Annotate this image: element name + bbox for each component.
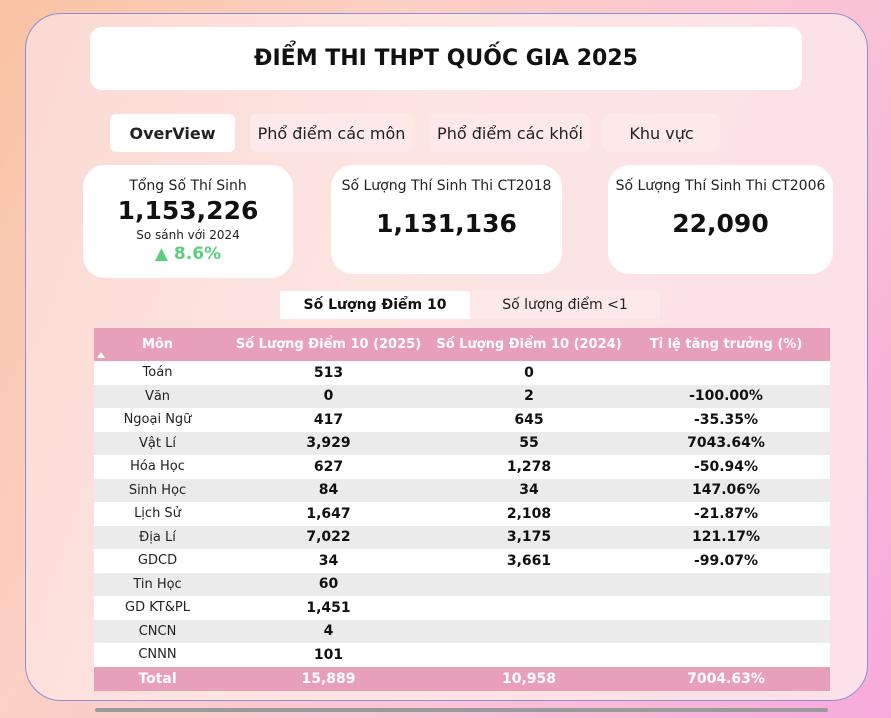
cell-2025: 513 xyxy=(221,361,436,385)
column-header-2025[interactable]: Số Lượng Điểm 10 (2025) xyxy=(221,328,436,361)
column-header-mon[interactable]: Môn xyxy=(94,328,221,361)
horizontal-scrollbar[interactable] xyxy=(95,708,828,712)
table-row: GD KT&PL 1,451 xyxy=(94,596,830,620)
cell-growth: 147.06% xyxy=(622,478,830,502)
cell-2024: 2 xyxy=(436,384,622,408)
page-title: ĐIỂM THI THPT QUỐC GIA 2025 xyxy=(90,27,802,90)
total-2024: 10,958 xyxy=(436,666,622,691)
card-ct2006-value: 22,090 xyxy=(672,209,769,238)
cell-2024: 3,661 xyxy=(436,549,622,573)
column-header-2024[interactable]: Số Lượng Điểm 10 (2024) xyxy=(436,328,622,361)
table-total-row: Total 15,889 10,958 7004.63% xyxy=(94,666,830,691)
score-table: Môn Số Lượng Điểm 10 (2025) Số Lượng Điể… xyxy=(94,328,830,691)
cell-growth: 121.17% xyxy=(622,525,830,549)
card-total-trend: ▲ 8.6% xyxy=(83,244,293,264)
cell-subject: Vật Lí xyxy=(94,431,221,455)
tab-khu-vuc[interactable]: Khu vực xyxy=(603,114,720,152)
cell-2025: 7,022 xyxy=(221,525,436,549)
card-ct2018-label: Số Lượng Thí Sinh Thi CT2018 xyxy=(341,178,552,194)
tab-pho-diem-cac-khoi[interactable]: Phổ điểm các khối xyxy=(430,114,590,152)
card-total-value: 1,153,226 xyxy=(117,196,259,225)
total-2025: 15,889 xyxy=(221,666,436,691)
cell-subject: Lịch Sử xyxy=(94,502,221,526)
cell-subject: GD KT&PL xyxy=(94,596,221,620)
table-row: Văn 0 2 -100.00% xyxy=(94,384,830,408)
cell-2024 xyxy=(436,572,622,596)
cell-2025: 34 xyxy=(221,549,436,573)
toggle-diem-10[interactable]: Số Lượng Điểm 10 xyxy=(280,291,470,319)
cell-2025: 417 xyxy=(221,408,436,432)
table-row: Hóa Học 627 1,278 -50.94% xyxy=(94,455,830,479)
cell-growth: -99.07% xyxy=(622,549,830,573)
cell-2025: 101 xyxy=(221,643,436,667)
sort-ascending-icon[interactable] xyxy=(97,352,105,358)
table-row: Tin Học 60 xyxy=(94,572,830,596)
cell-2024: 3,175 xyxy=(436,525,622,549)
card-ct2018: Số Lượng Thí Sinh Thi CT2018 1,131,136 xyxy=(331,165,562,274)
cell-subject: Hóa Học xyxy=(94,455,221,479)
card-total-candidates: Tổng Số Thí Sinh 1,153,226 So sánh với 2… xyxy=(83,165,293,278)
cell-2024: 0 xyxy=(436,361,622,385)
card-ct2018-value: 1,131,136 xyxy=(376,209,517,238)
table-row: Lịch Sử 1,647 2,108 -21.87% xyxy=(94,502,830,526)
cell-subject: Văn xyxy=(94,384,221,408)
cell-2025: 60 xyxy=(221,572,436,596)
cell-subject: GDCD xyxy=(94,549,221,573)
table-row: CNCN 4 xyxy=(94,619,830,643)
trend-up-icon: ▲ xyxy=(154,244,168,264)
column-header-growth[interactable]: Tỉ lệ tăng trưởng (%) xyxy=(622,328,830,361)
card-ct2006: Số Lượng Thí Sinh Thi CT2006 22,090 xyxy=(608,165,833,274)
cell-2024 xyxy=(436,619,622,643)
card-ct2006-label: Số Lượng Thí Sinh Thi CT2006 xyxy=(615,178,826,194)
tab-overview[interactable]: OverView xyxy=(110,114,235,152)
cell-2024: 645 xyxy=(436,408,622,432)
cell-growth xyxy=(622,572,830,596)
cell-growth xyxy=(622,643,830,667)
cell-subject: Địa Lí xyxy=(94,525,221,549)
cell-2025: 1,647 xyxy=(221,502,436,526)
cell-2025: 4 xyxy=(221,619,436,643)
cell-subject: Toán xyxy=(94,361,221,385)
table-row: CNNN 101 xyxy=(94,643,830,667)
cell-2024: 34 xyxy=(436,478,622,502)
cell-2025: 3,929 xyxy=(221,431,436,455)
cell-subject: Tin Học xyxy=(94,572,221,596)
cell-2024: 1,278 xyxy=(436,455,622,479)
cell-growth: -35.35% xyxy=(622,408,830,432)
cell-subject: Ngoại Ngữ xyxy=(94,408,221,432)
cell-2025: 0 xyxy=(221,384,436,408)
tab-pho-diem-cac-mon[interactable]: Phổ điểm các môn xyxy=(250,114,413,152)
cell-growth: -21.87% xyxy=(622,502,830,526)
total-label: Total xyxy=(94,666,221,691)
table-row: Ngoại Ngữ 417 645 -35.35% xyxy=(94,408,830,432)
cell-2025: 84 xyxy=(221,478,436,502)
cell-2024: 2,108 xyxy=(436,502,622,526)
table-header-row: Môn Số Lượng Điểm 10 (2025) Số Lượng Điể… xyxy=(94,328,830,361)
table-row: GDCD 34 3,661 -99.07% xyxy=(94,549,830,573)
table-row: Vật Lí 3,929 55 7043.64% xyxy=(94,431,830,455)
cell-subject: CNNN xyxy=(94,643,221,667)
table-row: Toán 513 0 xyxy=(94,361,830,385)
cell-growth xyxy=(622,596,830,620)
cell-growth: 7043.64% xyxy=(622,431,830,455)
cell-subject: Sinh Học xyxy=(94,478,221,502)
cell-subject: CNCN xyxy=(94,619,221,643)
total-growth: 7004.63% xyxy=(622,666,830,691)
cell-growth: -100.00% xyxy=(622,384,830,408)
table-row: Sinh Học 84 34 147.06% xyxy=(94,478,830,502)
card-total-label: Tổng Số Thí Sinh xyxy=(129,178,247,194)
cell-2024 xyxy=(436,596,622,620)
toggle-diem-duoi-1[interactable]: Số lượng điểm <1 xyxy=(470,291,660,319)
table-row: Địa Lí 7,022 3,175 121.17% xyxy=(94,525,830,549)
card-total-compare-label: So sánh với 2024 xyxy=(136,228,240,242)
cell-growth xyxy=(622,361,830,385)
card-total-trend-value: 8.6% xyxy=(173,244,222,264)
cell-2024: 55 xyxy=(436,431,622,455)
cell-growth xyxy=(622,619,830,643)
cell-2024 xyxy=(436,643,622,667)
cell-2025: 627 xyxy=(221,455,436,479)
cell-2025: 1,451 xyxy=(221,596,436,620)
cell-growth: -50.94% xyxy=(622,455,830,479)
